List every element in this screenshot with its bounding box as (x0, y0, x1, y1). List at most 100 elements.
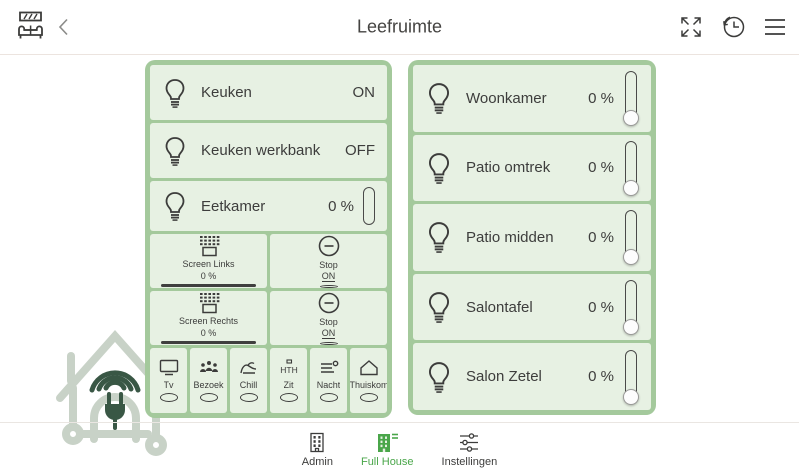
dimmer-slider[interactable] (623, 140, 639, 196)
dimmer-slider[interactable] (623, 209, 639, 266)
screen-position-bar[interactable] (160, 340, 257, 344)
dimmer-name: Salon Zetel (466, 368, 542, 386)
menu-icon[interactable] (763, 17, 787, 37)
mood-label: Thuiskom (350, 380, 387, 390)
settings-sliders-icon (458, 432, 480, 453)
admin-building-icon (306, 432, 328, 453)
svg-text:HTH: HTH (280, 365, 297, 375)
dimmer-value: 0 % (588, 298, 614, 316)
bottom-tab-bar: Admin Full House (0, 422, 799, 476)
fullscreen-icon[interactable] (679, 15, 703, 39)
dimmer-row-woonkamer[interactable]: Woonkamer 0 % (413, 65, 651, 132)
dimmer-name: Patio midden (466, 228, 554, 246)
dimmer-name: Woonkamer (466, 89, 547, 107)
dimmer-value: 0 % (328, 197, 354, 215)
tab-instellingen[interactable]: Instellingen (441, 432, 498, 468)
dimmer-value: 0 % (588, 89, 614, 107)
mood-button-chill[interactable]: Chill (230, 348, 267, 413)
bulb-icon (425, 82, 453, 115)
mood-button-nacht[interactable]: Nacht (310, 348, 347, 413)
tab-admin[interactable]: Admin (302, 432, 333, 468)
stop-circle-minus-icon (317, 234, 341, 258)
light-row-eetkamer[interactable]: Eetkamer 0 % (150, 181, 387, 231)
tv-icon (159, 359, 179, 376)
blinds-icon (197, 292, 221, 314)
mood-indicator-pill (199, 393, 218, 402)
mood-indicator-pill (319, 285, 338, 288)
light-row-keuken[interactable]: Keuken ON (150, 65, 387, 120)
dimmer-slider[interactable] (623, 349, 639, 405)
stop-circle-minus-icon (317, 291, 341, 315)
mood-indicator-pill (279, 393, 298, 402)
stop-label: Stop (319, 317, 338, 327)
dimmer-slider[interactable] (363, 187, 375, 225)
tab-label: Admin (301, 455, 333, 468)
left-control-panel: Keuken ON Keuken werkbank OFF Eetkamer 0… (145, 60, 392, 418)
top-bar: Leefruimte (0, 0, 799, 55)
light-state: OFF (345, 142, 375, 159)
light-row-keuken-werkbank[interactable]: Keuken werkbank OFF (150, 123, 387, 178)
dimmer-row-patio-midden[interactable]: Patio midden 0 % (413, 204, 651, 271)
dimmer-name: Salontafel (466, 298, 533, 316)
slider-thumb[interactable] (623, 388, 639, 405)
tab-full-house[interactable]: Full House (361, 432, 414, 468)
screen-links-button[interactable]: Screen Links 0 % (150, 234, 267, 288)
light-name: Eetkamer (201, 197, 266, 215)
mood-indicator-pill (239, 393, 258, 402)
mood-label: Tv (163, 380, 174, 390)
mood-button-bezoek[interactable]: Bezoek (190, 348, 227, 413)
bulb-icon (162, 191, 188, 221)
sit-icon: HTH (278, 359, 300, 376)
dimmer-value: 0 % (588, 159, 614, 177)
screen-position-bar[interactable] (160, 283, 257, 287)
slider-thumb[interactable] (623, 319, 639, 336)
dimmer-slider[interactable] (623, 70, 639, 127)
dimmer-name: Patio omtrek (466, 159, 551, 177)
mood-indicator-pill (359, 393, 378, 402)
mood-button-tv[interactable]: Tv (150, 348, 187, 413)
light-name: Keuken werkbank (201, 142, 321, 159)
slider-thumb[interactable] (623, 249, 639, 266)
dimmer-slider[interactable] (623, 279, 639, 336)
visitors-icon (198, 359, 220, 376)
mood-indicator-pill (159, 393, 178, 402)
mood-button-thuiskom[interactable]: Thuiskom (350, 348, 387, 413)
screen-links-stop-button[interactable]: Stop ON (270, 234, 387, 288)
screen-name: Screen Links (182, 258, 235, 269)
dimmer-value: 0 % (588, 368, 614, 386)
tab-label: Full House (360, 455, 414, 468)
mood-button-zit[interactable]: HTH Zit (270, 348, 307, 413)
mood-label: Nacht (316, 380, 341, 390)
tab-label: Instellingen (441, 455, 498, 468)
dimmer-row-salontafel[interactable]: Salontafel 0 % (413, 273, 651, 341)
bulb-icon (425, 221, 453, 254)
screen-value: 0 % (200, 270, 217, 281)
dimmer-value: 0 % (588, 228, 614, 246)
blinds-icon (197, 235, 221, 257)
dimmer-row-patio-omtrek[interactable]: Patio omtrek 0 % (413, 134, 651, 202)
screen-links-row: Screen Links 0 % Stop ON (150, 234, 387, 288)
slider-thumb[interactable] (623, 179, 639, 196)
dimmer-row-salon-zetel[interactable]: Salon Zetel 0 % (413, 343, 651, 410)
stop-label: Stop (319, 260, 338, 270)
mood-indicator-pill (319, 342, 338, 345)
screen-rechts-row: Screen Rechts 0 % Stop ON (150, 291, 387, 345)
screen-value: 0 % (200, 327, 217, 338)
mood-label: Chill (239, 380, 258, 390)
stop-state: ON (321, 271, 336, 282)
night-icon (318, 359, 340, 376)
bulb-icon (162, 136, 188, 166)
back-chevron-icon[interactable] (58, 18, 69, 36)
right-control-panel: Woonkamer 0 % Patio omtrek 0 % Patio mid… (408, 60, 656, 415)
page-title: Leefruimte (356, 16, 443, 37)
slider-thumb[interactable] (623, 110, 639, 127)
bulb-icon (425, 152, 453, 184)
history-icon[interactable] (719, 13, 747, 41)
mood-indicator-pill (319, 393, 338, 402)
chill-icon (239, 359, 259, 376)
light-state: ON (352, 84, 376, 101)
bulb-icon (162, 78, 188, 108)
screen-rechts-stop-button[interactable]: Stop ON (270, 291, 387, 345)
bulb-icon (425, 291, 453, 323)
screen-rechts-button[interactable]: Screen Rechts 0 % (150, 291, 267, 345)
